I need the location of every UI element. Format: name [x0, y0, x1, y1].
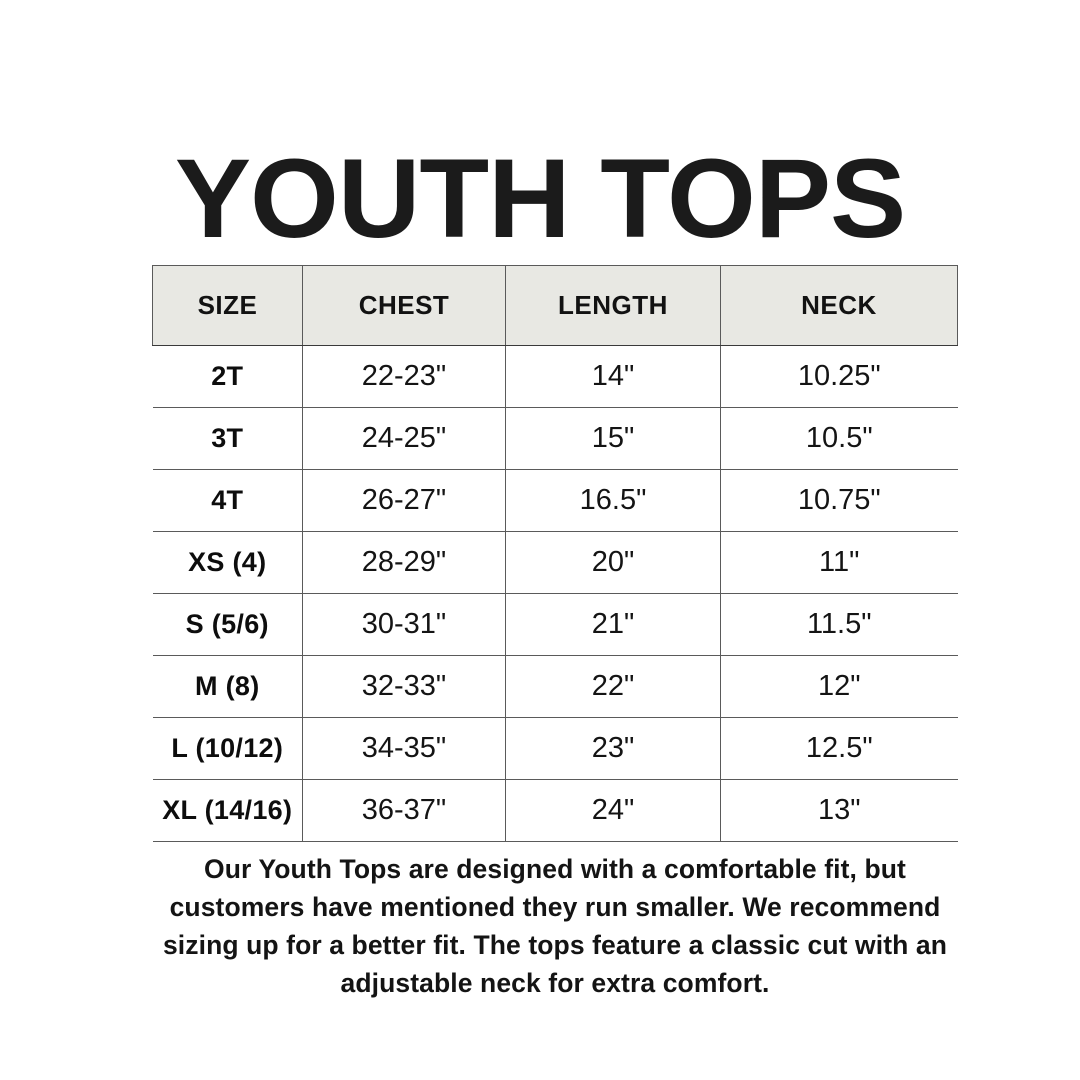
cell-chest: 24-25" — [302, 407, 506, 470]
table-body: 2T 22-23" 14" 10.25" 3T 24-25" 15" 10.5"… — [152, 345, 958, 842]
table-row: M (8) 32-33" 22" 12" — [152, 655, 958, 718]
cell-size: 2T — [152, 345, 303, 408]
cell-size: XL (14/16) — [152, 779, 303, 842]
table-row: 4T 26-27" 16.5" 10.75" — [152, 469, 958, 532]
cell-neck: 10.25" — [720, 345, 958, 408]
cell-length: 24" — [505, 779, 721, 842]
cell-size: L (10/12) — [152, 717, 303, 780]
cell-neck: 10.5" — [720, 407, 958, 470]
cell-length: 21" — [505, 593, 721, 656]
cell-size: 4T — [152, 469, 303, 532]
cell-chest: 30-31" — [302, 593, 506, 656]
cell-length: 23" — [505, 717, 721, 780]
column-header-neck: NECK — [720, 265, 958, 346]
cell-length: 14" — [505, 345, 721, 408]
table-header: SIZE CHEST LENGTH NECK — [152, 265, 958, 346]
table-row: L (10/12) 34-35" 23" 12.5" — [152, 717, 958, 780]
header-row: SIZE CHEST LENGTH NECK — [152, 265, 958, 346]
table-row: 3T 24-25" 15" 10.5" — [152, 407, 958, 470]
page-title: YOUTH TOPS — [174, 136, 906, 261]
cell-chest: 26-27" — [302, 469, 506, 532]
table-row: XS (4) 28-29" 20" 11" — [152, 531, 958, 594]
column-header-size: SIZE — [152, 265, 303, 346]
cell-neck: 11.5" — [720, 593, 958, 656]
cell-chest: 34-35" — [302, 717, 506, 780]
cell-chest: 32-33" — [302, 655, 506, 718]
size-chart-table: SIZE CHEST LENGTH NECK 2T 22-23" 14" 10.… — [152, 265, 958, 842]
cell-length: 20" — [505, 531, 721, 594]
table-row: 2T 22-23" 14" 10.25" — [152, 345, 958, 408]
cell-size: 3T — [152, 407, 303, 470]
cell-chest: 28-29" — [302, 531, 506, 594]
cell-neck: 12.5" — [720, 717, 958, 780]
cell-neck: 11" — [720, 531, 958, 594]
cell-length: 16.5" — [505, 469, 721, 532]
table-row: XL (14/16) 36-37" 24" 13" — [152, 779, 958, 842]
cell-length: 22" — [505, 655, 721, 718]
cell-chest: 36-37" — [302, 779, 506, 842]
cell-neck: 10.75" — [720, 469, 958, 532]
cell-chest: 22-23" — [302, 345, 506, 408]
fit-note: Our Youth Tops are designed with a comfo… — [162, 854, 948, 999]
cell-size: M (8) — [152, 655, 303, 718]
column-header-chest: CHEST — [302, 265, 506, 346]
cell-length: 15" — [505, 407, 721, 470]
table-row: S (5/6) 30-31" 21" 11.5" — [152, 593, 958, 656]
column-header-length: LENGTH — [505, 265, 721, 346]
cell-neck: 12" — [720, 655, 958, 718]
cell-neck: 13" — [720, 779, 958, 842]
cell-size: XS (4) — [152, 531, 303, 594]
cell-size: S (5/6) — [152, 593, 303, 656]
